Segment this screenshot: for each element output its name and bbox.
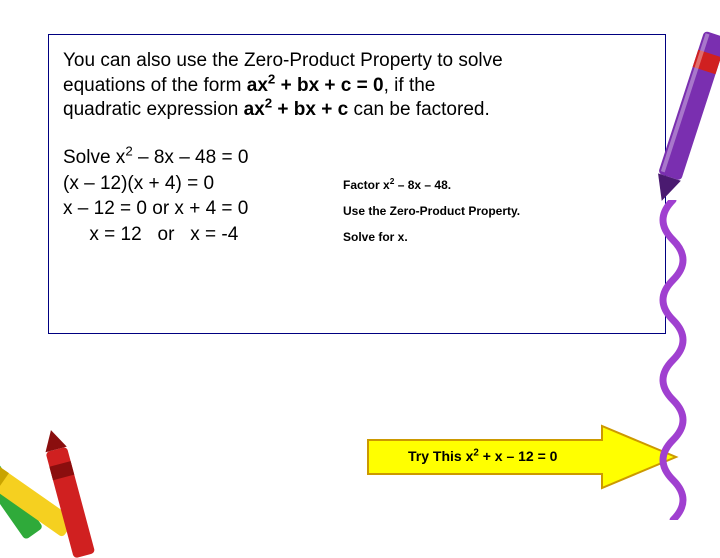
wavy-path	[663, 200, 683, 520]
intro-part: You can also use the Zero-Product Proper…	[63, 50, 503, 71]
intro-eq: ax	[244, 99, 265, 120]
txt: Factor x	[343, 178, 390, 192]
intro-eq: + bx + c	[272, 99, 348, 120]
worked-steps: Solve x2 – 8x – 48 = 0 (x – 12)(x + 4) =…	[63, 145, 343, 250]
sup: 2	[125, 144, 132, 159]
worked-line: (x – 12)(x + 4) = 0	[63, 171, 343, 197]
txt: + x – 12 = 0	[479, 448, 558, 464]
worked-line: Solve x2 – 8x – 48 = 0	[63, 145, 343, 171]
crayons-bottom-left-icon	[0, 388, 152, 558]
intro-text: You can also use the Zero-Product Proper…	[63, 49, 651, 123]
intro-part: , if the	[384, 75, 436, 96]
crayon-band	[0, 465, 9, 491]
intro-part: can be factored.	[348, 99, 490, 120]
crayon-body	[45, 447, 95, 558]
intro-eq: ax	[247, 75, 268, 96]
intro-eq: + bx + c = 0	[275, 75, 383, 96]
crayon-band	[693, 50, 720, 75]
crayon-highlight	[661, 33, 710, 172]
crayon-band	[49, 461, 74, 480]
content-box: You can also use the Zero-Product Proper…	[48, 34, 666, 334]
worked-example: Solve x2 – 8x – 48 = 0 (x – 12)(x + 4) =…	[63, 145, 651, 250]
worked-line: x = 12 or x = -4	[63, 222, 343, 248]
txt: – 8x – 48 = 0	[133, 147, 249, 168]
txt: Try This x	[408, 448, 473, 464]
txt: Solve x	[63, 147, 125, 168]
crayon-body	[658, 31, 720, 181]
worked-line: x – 12 = 0 or x + 4 = 0	[63, 196, 343, 222]
worked-hints: Factor x2 – 8x – 48. Use the Zero-Produc…	[343, 145, 651, 250]
crayon-tip	[40, 427, 66, 452]
intro-part: equations of the form	[63, 75, 247, 96]
crayon-body	[0, 437, 43, 540]
crayon-body	[0, 457, 75, 538]
intro-part: quadratic expression	[63, 99, 244, 120]
hint-line: Solve for x.	[343, 225, 651, 251]
txt: – 8x – 48.	[394, 178, 451, 192]
hint-line: Use the Zero-Product Property.	[343, 199, 651, 225]
hint-line: Factor x2 – 8x – 48.	[343, 173, 651, 199]
try-this-text: Try This x2 + x – 12 = 0	[408, 448, 557, 464]
